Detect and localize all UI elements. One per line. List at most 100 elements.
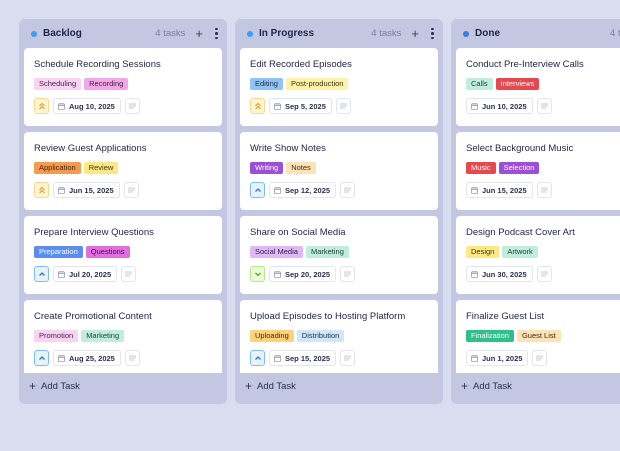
task-meta: Sep 5, 2025 — [250, 98, 428, 114]
notes-icon — [127, 187, 135, 193]
column-menu-button[interactable] — [215, 27, 218, 40]
notes-icon — [128, 103, 136, 109]
notes-button[interactable] — [536, 182, 552, 198]
task-meta: Jun 1, 2025 — [466, 350, 620, 366]
task-card[interactable]: Finalize Guest List Finalization Guest Li… — [456, 300, 620, 373]
due-date-text: Jun 30, 2025 — [482, 269, 527, 279]
due-date-text: Aug 10, 2025 — [69, 101, 115, 111]
task-card[interactable]: Share on Social Media Social Media Market… — [240, 216, 438, 294]
task-card[interactable]: Create Promotional Content Promotion Mark… — [24, 300, 222, 373]
notes-button[interactable] — [536, 266, 552, 282]
column-header: Backlog 4 tasks + — [19, 19, 227, 48]
task-title: Write Show Notes — [250, 143, 326, 154]
notes-button[interactable] — [340, 182, 356, 198]
task-tag: Selection — [498, 162, 540, 174]
calendar-icon — [274, 186, 281, 194]
calendar-icon — [471, 186, 478, 194]
task-meta: Jun 15, 2025 — [34, 182, 212, 198]
task-card[interactable]: Schedule Recording Sessions Scheduling Re… — [24, 48, 222, 126]
task-tag: Post-production — [285, 78, 349, 90]
task-card[interactable]: Edit Recorded Episodes Editing Post-produ… — [240, 48, 438, 126]
task-title: Design Podcast Cover Art — [466, 227, 575, 238]
chevrons-up-icon — [254, 102, 261, 110]
due-date-text: Sep 5, 2025 — [285, 101, 326, 111]
column-backlog: Backlog 4 tasks + Schedule Recording Ses… — [19, 19, 227, 404]
notes-button[interactable] — [335, 98, 351, 114]
priority-button[interactable] — [34, 182, 49, 198]
chevron-up-icon — [254, 356, 261, 360]
due-date-button[interactable]: Sep 5, 2025 — [269, 98, 332, 114]
task-tags: Uploading Distribution — [250, 330, 428, 342]
task-tags: Application Review — [34, 162, 212, 174]
notes-button[interactable] — [340, 266, 356, 282]
due-date-button[interactable]: Jun 30, 2025 — [466, 266, 533, 282]
due-date-text: Jun 10, 2025 — [482, 101, 527, 111]
notes-button[interactable] — [123, 182, 139, 198]
plus-icon: + — [245, 379, 253, 393]
chevron-down-icon — [254, 272, 261, 277]
column-done: Done 4 tasks + Conduct Pre-Interview Cal… — [451, 19, 620, 404]
task-meta: Sep 15, 2025 — [250, 350, 428, 366]
due-date-button[interactable]: Jun 15, 2025 — [466, 182, 533, 198]
task-card[interactable]: Select Background Music Music Selection J… — [456, 132, 620, 210]
calendar-icon — [471, 354, 478, 362]
task-card[interactable]: Conduct Pre-Interview Calls Calls Intervi… — [456, 48, 620, 126]
task-card[interactable]: Upload Episodes to Hosting Platform Uplo… — [240, 300, 438, 373]
priority-button[interactable] — [34, 266, 49, 282]
priority-button[interactable] — [250, 182, 265, 198]
due-date-button[interactable]: Jun 15, 2025 — [53, 182, 120, 198]
due-date-button[interactable]: Sep 12, 2025 — [269, 182, 337, 198]
due-date-button[interactable]: Sep 20, 2025 — [269, 266, 337, 282]
task-tag: Review — [83, 162, 119, 174]
task-tag: Finalization — [466, 330, 514, 342]
kanban-board: Backlog 4 tasks + Schedule Recording Ses… — [19, 19, 620, 404]
due-date-button[interactable]: Aug 25, 2025 — [53, 350, 121, 366]
priority-button[interactable] — [34, 350, 49, 366]
task-card[interactable]: Prepare Interview Questions Preparation Q… — [24, 216, 222, 294]
task-tags: Writing Notes — [250, 162, 428, 174]
due-date-button[interactable]: Sep 15, 2025 — [269, 350, 337, 366]
due-date-button[interactable]: Aug 10, 2025 — [53, 98, 121, 114]
task-meta: Aug 25, 2025 — [34, 350, 212, 366]
task-tag: Scheduling — [34, 78, 82, 90]
task-card[interactable]: Review Guest Applications Application Rev… — [24, 132, 222, 210]
task-card[interactable]: Design Podcast Cover Art Design Artwork J… — [456, 216, 620, 294]
priority-button[interactable] — [250, 266, 265, 282]
task-tags: Scheduling Recording — [34, 78, 212, 90]
column-menu-button[interactable] — [431, 27, 434, 40]
column-title: Backlog — [43, 28, 82, 39]
priority-button[interactable] — [250, 98, 265, 114]
task-title: Conduct Pre-Interview Calls — [466, 59, 584, 70]
task-tags: Finalization Guest List — [466, 330, 620, 342]
notes-button[interactable] — [124, 98, 140, 114]
task-meta: Sep 12, 2025 — [250, 182, 428, 198]
calendar-icon — [58, 354, 65, 362]
priority-button[interactable] — [34, 98, 49, 114]
add-task-button[interactable]: + Add Task — [461, 380, 512, 392]
task-card[interactable]: Write Show Notes Writing Notes Sep 12, 20… — [240, 132, 438, 210]
add-task-button[interactable]: + Add Task — [245, 380, 296, 392]
notes-button[interactable] — [340, 350, 356, 366]
calendar-icon — [274, 270, 281, 278]
notes-button[interactable] — [124, 350, 140, 366]
column-header: Done 4 tasks + — [451, 19, 620, 48]
add-card-button[interactable]: + — [411, 26, 419, 41]
due-date-button[interactable]: Jun 10, 2025 — [466, 98, 533, 114]
column-task-count: 4 tasks — [371, 28, 402, 39]
task-tags: Music Selection — [466, 162, 620, 174]
task-tag: Interviews — [495, 78, 540, 90]
notes-icon — [344, 355, 352, 361]
priority-button[interactable] — [250, 350, 265, 366]
task-tag: Design — [466, 246, 500, 258]
notes-button[interactable] — [536, 98, 552, 114]
notes-icon — [344, 271, 352, 277]
notes-icon — [125, 271, 133, 277]
task-tag: Distribution — [296, 330, 345, 342]
chevrons-up-icon — [38, 186, 45, 194]
notes-button[interactable] — [121, 266, 137, 282]
add-task-button[interactable]: + Add Task — [29, 380, 80, 392]
notes-button[interactable] — [532, 350, 548, 366]
add-card-button[interactable]: + — [195, 26, 203, 41]
due-date-button[interactable]: Jul 20, 2025 — [53, 266, 118, 282]
due-date-button[interactable]: Jun 1, 2025 — [466, 350, 529, 366]
